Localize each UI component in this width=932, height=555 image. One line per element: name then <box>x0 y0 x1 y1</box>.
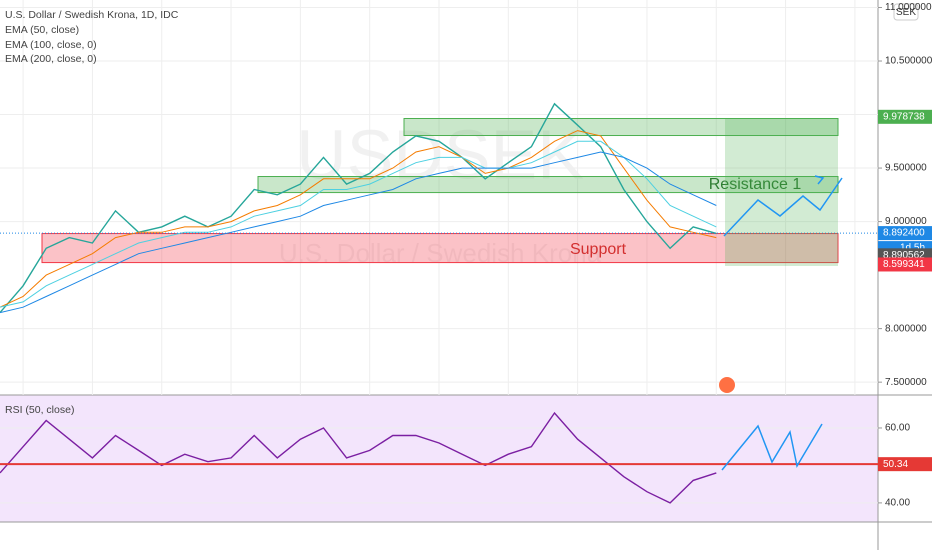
rsi-marker-label: 50.34 <box>883 459 908 470</box>
legend-entry: EMA (50, close) <box>5 24 79 36</box>
arrow-head <box>814 175 825 185</box>
y-tick-label: 9.500000 <box>885 163 927 174</box>
price-marker <box>878 226 932 241</box>
rsi-marker <box>878 457 932 472</box>
target-box <box>725 119 838 266</box>
countdown-label: 1d 5h <box>900 243 925 254</box>
currency-label: SEK <box>896 7 916 18</box>
y-tick-label: 60.00 <box>885 423 910 434</box>
series-line <box>0 411 717 504</box>
y-tick-label: 7.500000 <box>885 377 927 388</box>
projection-arrow <box>723 177 843 237</box>
y-tick-label: 10.500000 <box>885 56 932 67</box>
zone-label: Resistance 1 <box>709 176 802 193</box>
rsi-projection-arrow <box>721 423 823 471</box>
rsi-title: RSI (50, close) <box>5 404 74 416</box>
y-tick-label: 9.000000 <box>885 216 927 227</box>
price-marker-label: 8.599341 <box>883 259 925 270</box>
legend-entry: EMA (100, close, 0) <box>5 39 97 51</box>
legend-entry: EMA (200, close, 0) <box>5 53 97 65</box>
price-marker-label: 9.978738 <box>883 111 925 122</box>
price-marker-label: 8.890562 <box>883 250 925 261</box>
plot: Resistance 1 Support <box>0 0 878 504</box>
zone <box>41 233 839 264</box>
price-marker <box>878 109 932 124</box>
legend-title: U.S. Dollar / Swedish Krona, 1D, IDC <box>5 9 179 21</box>
series-line <box>0 151 717 314</box>
series-line <box>0 140 717 308</box>
y-tick-label: 8.000000 <box>885 323 927 334</box>
price-marker-label: 8.892400 <box>883 228 925 239</box>
zone-label: Support <box>570 241 627 258</box>
y-tick-label: 11.000000 <box>885 2 932 13</box>
currency-badge[interactable] <box>893 3 919 21</box>
zone <box>403 118 839 137</box>
y-tick-label: 40.00 <box>885 498 910 509</box>
series-line <box>0 130 717 308</box>
price-marker <box>878 257 932 272</box>
event-icon[interactable] <box>719 377 735 393</box>
